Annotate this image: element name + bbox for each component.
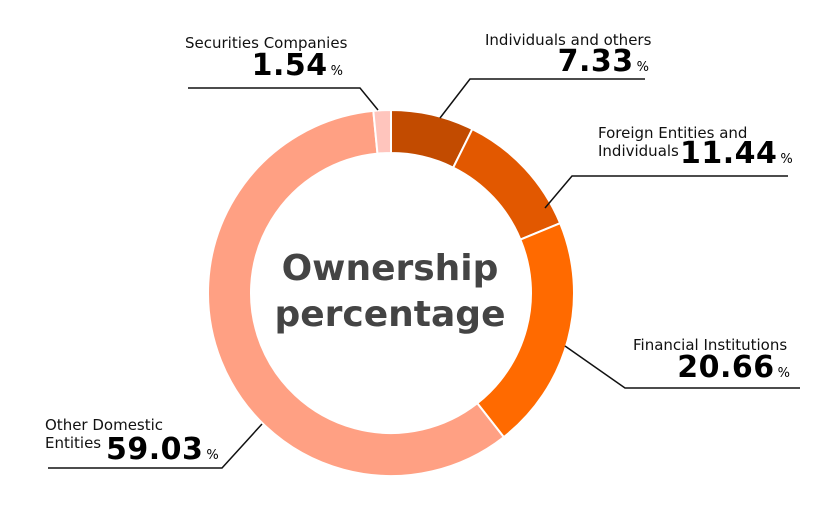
slice [451, 127, 562, 241]
unit: % [330, 64, 343, 79]
slice-label: Financial Institutions [633, 336, 788, 354]
leader-line [188, 87, 379, 111]
value: 59.03 [106, 432, 204, 467]
leader-line [439, 78, 645, 119]
slice-label: Individuals and others [485, 31, 652, 49]
value-label: 59.03% [106, 432, 219, 467]
value-label: 1.54% [252, 48, 343, 83]
leader-line [564, 345, 800, 389]
value: 11.44 [680, 136, 778, 171]
unit: % [777, 366, 790, 381]
slice-label: Foreign Entities and Individuals [598, 124, 748, 160]
unit: % [636, 60, 649, 75]
leader-line [48, 423, 263, 469]
slice [207, 109, 506, 477]
unit: % [206, 448, 219, 463]
value-label: 11.44% [680, 136, 793, 171]
value: 1.54 [251, 48, 328, 83]
value-label: 7.33% [558, 44, 649, 79]
value-label: 20.66% [677, 350, 790, 385]
chart-title: Ownership percentage [274, 248, 506, 335]
slice-label: Other Domestic Entities [45, 416, 164, 452]
value: 20.66 [677, 350, 775, 385]
slice [372, 108, 392, 155]
leader-line [544, 175, 788, 209]
value: 7.33 [557, 44, 634, 79]
slice-label: Securities Companies [185, 34, 348, 52]
unit: % [780, 152, 793, 167]
